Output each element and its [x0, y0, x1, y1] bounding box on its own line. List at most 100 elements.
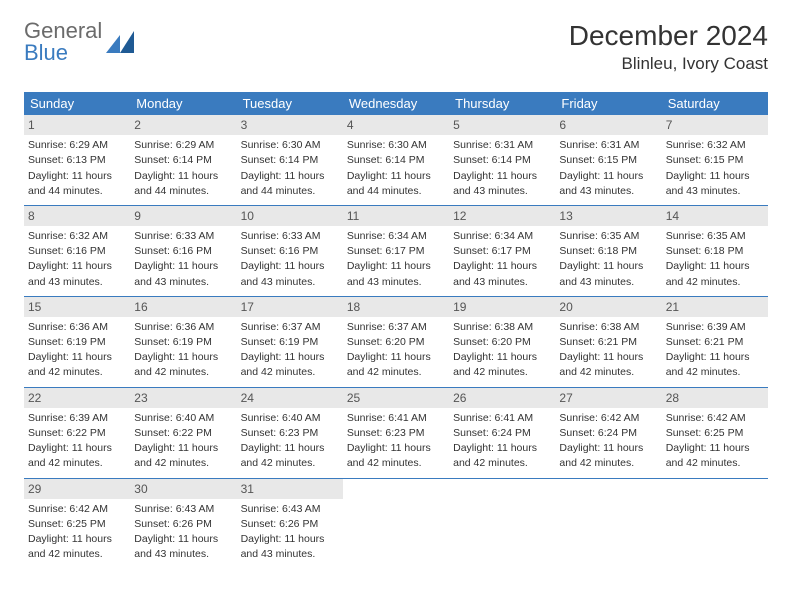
weekday-header: Saturday	[662, 92, 768, 115]
cell-line: Sunset: 6:18 PM	[559, 244, 657, 258]
day-number: 28	[662, 388, 768, 408]
calendar-body: 1Sunrise: 6:29 AMSunset: 6:13 PMDaylight…	[24, 115, 768, 568]
cell-line: and 43 minutes.	[453, 184, 551, 198]
cell-line: Sunset: 6:20 PM	[347, 335, 445, 349]
cell-line: Daylight: 11 hours	[347, 350, 445, 364]
cell-line: Sunrise: 6:31 AM	[559, 138, 657, 152]
cell-body: Sunrise: 6:34 AMSunset: 6:17 PMDaylight:…	[453, 229, 551, 289]
cell-line: Sunset: 6:13 PM	[28, 153, 126, 167]
cell-line: and 42 minutes.	[666, 456, 764, 470]
day-number: 25	[343, 388, 449, 408]
day-number: 15	[24, 297, 130, 317]
cell-line: and 42 minutes.	[347, 456, 445, 470]
calendar-head: SundayMondayTuesdayWednesdayThursdayFrid…	[24, 92, 768, 115]
cell-line: Daylight: 11 hours	[241, 169, 339, 183]
cell-line: Sunset: 6:19 PM	[241, 335, 339, 349]
cell-line: Sunset: 6:23 PM	[241, 426, 339, 440]
cell-body: Sunrise: 6:42 AMSunset: 6:25 PMDaylight:…	[666, 411, 764, 471]
calendar-table: SundayMondayTuesdayWednesdayThursdayFrid…	[24, 92, 768, 568]
cell-line: and 42 minutes.	[241, 365, 339, 379]
cell-line: Daylight: 11 hours	[134, 441, 232, 455]
weekday-header: Wednesday	[343, 92, 449, 115]
cell-line: Sunrise: 6:33 AM	[241, 229, 339, 243]
title-location: Blinleu, Ivory Coast	[569, 54, 768, 74]
day-number: 6	[555, 115, 661, 135]
day-number: 17	[237, 297, 343, 317]
cell-line: Daylight: 11 hours	[666, 169, 764, 183]
cell-line: Daylight: 11 hours	[134, 350, 232, 364]
cell-line: Sunset: 6:15 PM	[666, 153, 764, 167]
calendar-cell: 22Sunrise: 6:39 AMSunset: 6:22 PMDayligh…	[24, 387, 130, 478]
cell-line: Sunset: 6:14 PM	[241, 153, 339, 167]
cell-line: and 43 minutes.	[134, 275, 232, 289]
logo-mark-icon	[106, 31, 134, 53]
cell-line: Sunset: 6:22 PM	[134, 426, 232, 440]
cell-body: Sunrise: 6:39 AMSunset: 6:21 PMDaylight:…	[666, 320, 764, 380]
cell-line: Daylight: 11 hours	[134, 169, 232, 183]
cell-line: and 43 minutes.	[241, 547, 339, 561]
day-number: 19	[449, 297, 555, 317]
calendar-cell	[662, 478, 768, 568]
calendar-cell: 30Sunrise: 6:43 AMSunset: 6:26 PMDayligh…	[130, 478, 236, 568]
cell-line: Sunset: 6:23 PM	[347, 426, 445, 440]
cell-line: and 42 minutes.	[28, 365, 126, 379]
calendar-cell: 20Sunrise: 6:38 AMSunset: 6:21 PMDayligh…	[555, 296, 661, 387]
cell-line: Daylight: 11 hours	[559, 169, 657, 183]
weekday-header: Sunday	[24, 92, 130, 115]
day-number: 8	[24, 206, 130, 226]
title-month: December 2024	[569, 20, 768, 52]
day-number: 11	[343, 206, 449, 226]
weekday-header: Thursday	[449, 92, 555, 115]
calendar-row: 8Sunrise: 6:32 AMSunset: 6:16 PMDaylight…	[24, 205, 768, 296]
cell-line: Daylight: 11 hours	[453, 441, 551, 455]
cell-line: and 43 minutes.	[559, 275, 657, 289]
day-number: 31	[237, 479, 343, 499]
cell-body: Sunrise: 6:33 AMSunset: 6:16 PMDaylight:…	[134, 229, 232, 289]
day-number: 5	[449, 115, 555, 135]
cell-line: and 44 minutes.	[28, 184, 126, 198]
title-block: December 2024 Blinleu, Ivory Coast	[569, 20, 768, 74]
day-number	[449, 479, 555, 483]
day-number: 14	[662, 206, 768, 226]
cell-line: and 42 minutes.	[347, 365, 445, 379]
cell-line: Sunset: 6:17 PM	[347, 244, 445, 258]
cell-body: Sunrise: 6:29 AMSunset: 6:13 PMDaylight:…	[28, 138, 126, 198]
calendar-cell	[343, 478, 449, 568]
cell-line: Sunset: 6:15 PM	[559, 153, 657, 167]
cell-body: Sunrise: 6:37 AMSunset: 6:19 PMDaylight:…	[241, 320, 339, 380]
day-number: 23	[130, 388, 236, 408]
cell-line: Daylight: 11 hours	[241, 532, 339, 546]
cell-line: and 42 minutes.	[453, 365, 551, 379]
cell-line: Sunrise: 6:38 AM	[559, 320, 657, 334]
cell-line: Sunrise: 6:38 AM	[453, 320, 551, 334]
cell-body: Sunrise: 6:41 AMSunset: 6:24 PMDaylight:…	[453, 411, 551, 471]
cell-line: Daylight: 11 hours	[347, 259, 445, 273]
calendar-cell: 18 Sunrise: 6:37 AMSunset: 6:20 PMDayligh…	[343, 296, 449, 387]
calendar-cell: 1Sunrise: 6:29 AMSunset: 6:13 PMDaylight…	[24, 115, 130, 205]
cell-line: Sunset: 6:17 PM	[453, 244, 551, 258]
cell-line: Sunset: 6:16 PM	[134, 244, 232, 258]
cell-line: Sunrise: 6:42 AM	[28, 502, 126, 516]
cell-line: and 42 minutes.	[241, 456, 339, 470]
cell-line: Sunset: 6:22 PM	[28, 426, 126, 440]
day-number: 18	[343, 297, 449, 317]
calendar-cell: 13Sunrise: 6:35 AMSunset: 6:18 PMDayligh…	[555, 205, 661, 296]
cell-body: Sunrise: 6:38 AMSunset: 6:21 PMDaylight:…	[559, 320, 657, 380]
cell-line: Daylight: 11 hours	[28, 532, 126, 546]
cell-line: Sunset: 6:18 PM	[666, 244, 764, 258]
cell-line: Daylight: 11 hours	[241, 259, 339, 273]
calendar-cell: 17 Sunrise: 6:37 AMSunset: 6:19 PMDayligh…	[237, 296, 343, 387]
cell-line: Daylight: 11 hours	[453, 169, 551, 183]
cell-line: Sunrise: 6:39 AM	[28, 411, 126, 425]
cell-line: Sunrise: 6:32 AM	[666, 138, 764, 152]
cell-line: Sunrise: 6:29 AM	[134, 138, 232, 152]
cell-line: Sunset: 6:26 PM	[241, 517, 339, 531]
calendar-cell: 11Sunrise: 6:34 AMSunset: 6:17 PMDayligh…	[343, 205, 449, 296]
cell-line: and 43 minutes.	[453, 275, 551, 289]
cell-line: Sunrise: 6:37 AM	[347, 320, 445, 334]
calendar-cell: 14Sunrise: 6:35 AMSunset: 6:18 PMDayligh…	[662, 205, 768, 296]
calendar-cell: 19Sunrise: 6:38 AMSunset: 6:20 PMDayligh…	[449, 296, 555, 387]
calendar-cell: 15Sunrise: 6:36 AMSunset: 6:19 PMDayligh…	[24, 296, 130, 387]
cell-line: and 43 minutes.	[28, 275, 126, 289]
cell-body: Sunrise: 6:40 AMSunset: 6:23 PMDaylight:…	[241, 411, 339, 471]
